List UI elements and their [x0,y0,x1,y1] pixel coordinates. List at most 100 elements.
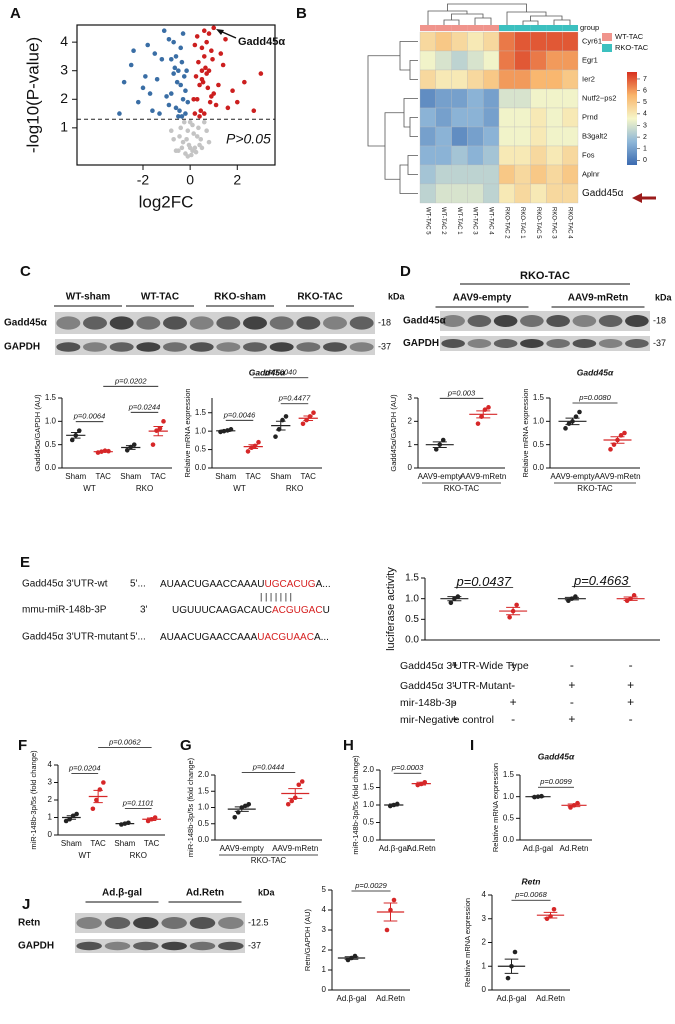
group-label: WT [83,484,96,493]
y-axis-label: miR-148b-3p/5s (fold change) [186,757,195,857]
point [189,152,194,158]
heat-cell [435,183,452,204]
heat-cell [483,107,500,128]
lane-header: RKO-sham [214,292,266,303]
x-tick-label: Ad.β-gal [497,994,527,1003]
plot-frame [76,24,276,166]
data-point [299,779,305,784]
colorbar-label: 2 [643,134,647,141]
heat-cell [419,31,436,52]
y-axis-label: luciferase activity [385,567,397,651]
y-tick-label: 0.5 [195,445,207,454]
point [143,74,148,79]
blot-band [467,339,492,348]
y-tick-label: 2.0 [198,770,210,779]
heat-cell [530,126,547,147]
blot-band [296,316,321,330]
heat-cell [483,31,500,52]
blot-band [161,941,187,951]
panel-letter: D [400,263,411,280]
p-value: p=0.0204 [68,763,101,772]
y-tick-label: 1.5 [405,573,419,584]
heat-cell [483,69,500,90]
heat-cell [562,88,579,109]
condition-sign: - [570,695,574,709]
heat-cell [435,69,452,90]
x-tick-label: Ad.Retn [536,994,565,1003]
condition-sign: - [511,712,515,726]
data-point [94,797,99,803]
heat-cell [435,31,452,52]
heat-cell [498,164,515,185]
blot-strip [440,336,650,351]
condition-sign: + [510,658,517,672]
point [173,148,179,154]
band-label: GAPDH [4,342,40,353]
p-value: p=0.1101 [122,798,154,807]
y-tick-label: 1 [408,440,413,449]
point [179,114,185,119]
x-tick-label: Ad.Retn [560,844,589,853]
point [194,34,200,39]
blot-strip [440,311,650,331]
y-tick-label: 1.0 [503,792,515,801]
error-bar [506,606,521,616]
heat-cell [451,145,468,166]
error-bar [234,806,249,812]
blot-strip [55,312,375,334]
heat-cell [467,88,484,109]
p-value: p=0.0444 [252,762,285,771]
heat-cell [530,183,547,204]
point [258,71,264,76]
heat-cell [498,88,515,109]
group-label: RKO-TAC [444,484,480,493]
y-tick-label: 0 [48,830,53,839]
data-point [256,439,261,445]
error-bar [303,415,314,421]
column-label: WT-TAC 2 [440,207,446,235]
point [161,28,167,34]
column-label: RKO-TAC 5 [535,207,541,239]
heat-cell [451,126,468,147]
y-axis-label: Relative mRNA expression [491,763,500,852]
point [211,25,217,31]
x-tick-label: AAV9-empty [550,472,594,481]
blot-band [104,917,131,929]
y-tick-label: 4 [322,905,327,914]
lane-header: AAV9-empty [453,293,512,304]
annotation-arrowhead [216,29,224,35]
blot-unit: kDa [388,291,406,301]
legend-swatch [602,33,612,41]
y-tick-label: 2 [482,938,487,947]
heat-cell [451,50,468,71]
heat-cell [451,164,468,185]
point [216,82,221,88]
point [209,94,214,99]
group-bar [483,25,499,31]
y-tick-label: 4 [48,760,53,769]
sequence-part: ACGUGAC [272,605,323,616]
point [173,105,179,111]
sequence-part: A... [314,632,329,643]
x-tick-label: Ad.Retn [407,844,436,853]
y-tick-label: 5 [322,885,327,894]
data-point [76,428,82,433]
band-label: Gadd45α [4,318,48,329]
error-bar [153,425,164,437]
error-bar [220,429,231,433]
point [218,51,224,56]
x-tick-label: AAV9-mRetn [594,472,640,481]
blot-band [189,316,214,330]
data-point [475,421,481,426]
heat-cell [419,69,436,90]
blot-band [598,315,623,327]
data-point [69,437,75,443]
legend-label: RKO-TAC [615,43,649,52]
data-point [551,906,557,912]
point [179,59,185,65]
data-point [622,430,627,436]
heat-cell [498,107,515,128]
y-axis-label: Relative mRNA expression [463,898,472,987]
data-point [150,442,156,447]
heat-cell [514,50,531,71]
